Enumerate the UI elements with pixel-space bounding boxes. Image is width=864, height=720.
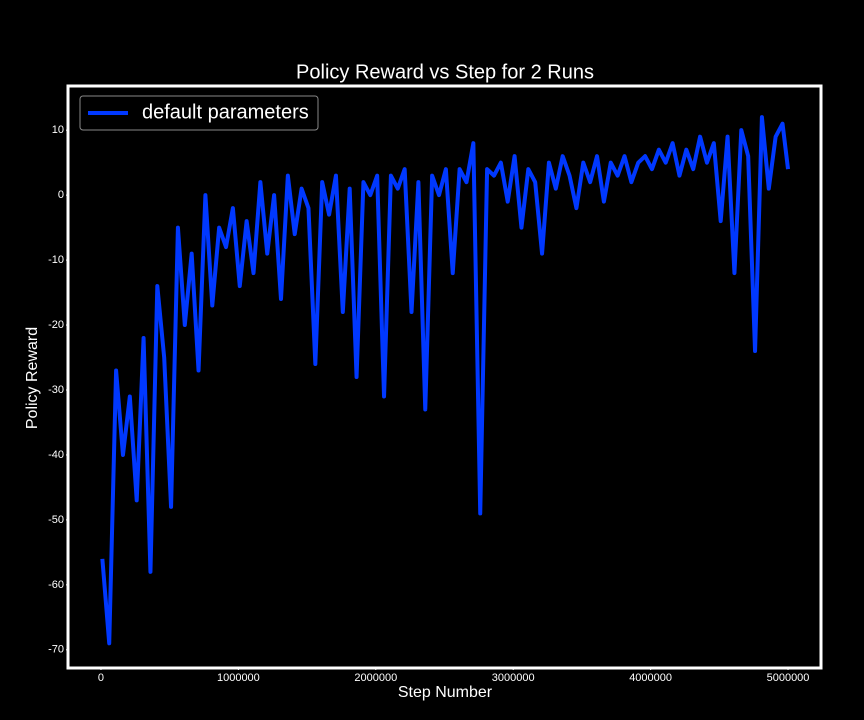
x-tick-label: 0 xyxy=(98,672,104,684)
y-tick-label: -70 xyxy=(48,644,64,656)
plot-frame xyxy=(66,84,823,670)
chart-title: Policy Reward vs Step for 2 Runs xyxy=(296,61,594,83)
y-tick-label: 0 xyxy=(58,189,64,201)
x-axis-label: Step Number xyxy=(398,684,493,701)
x-tick-label: 3000000 xyxy=(492,672,535,684)
x-tick-label: 4000000 xyxy=(629,672,672,684)
y-tick-label: -20 xyxy=(48,319,64,331)
y-tick-label: -10 xyxy=(48,254,64,266)
y-tick-label: -60 xyxy=(48,579,64,591)
y-tick-label: -50 xyxy=(48,514,64,526)
y-axis-label: Policy Reward xyxy=(24,327,41,429)
legend-label: default parameters xyxy=(142,101,309,123)
y-tick-label: -30 xyxy=(48,384,64,396)
legend-box xyxy=(79,95,319,131)
x-tick-label: 1000000 xyxy=(217,672,260,684)
y-tick-label: 10 xyxy=(52,124,64,136)
x-tick-label: 2000000 xyxy=(354,672,397,684)
y-tick-label: -40 xyxy=(48,449,64,461)
x-tick-label: 5000000 xyxy=(767,672,810,684)
series-line xyxy=(100,115,791,646)
